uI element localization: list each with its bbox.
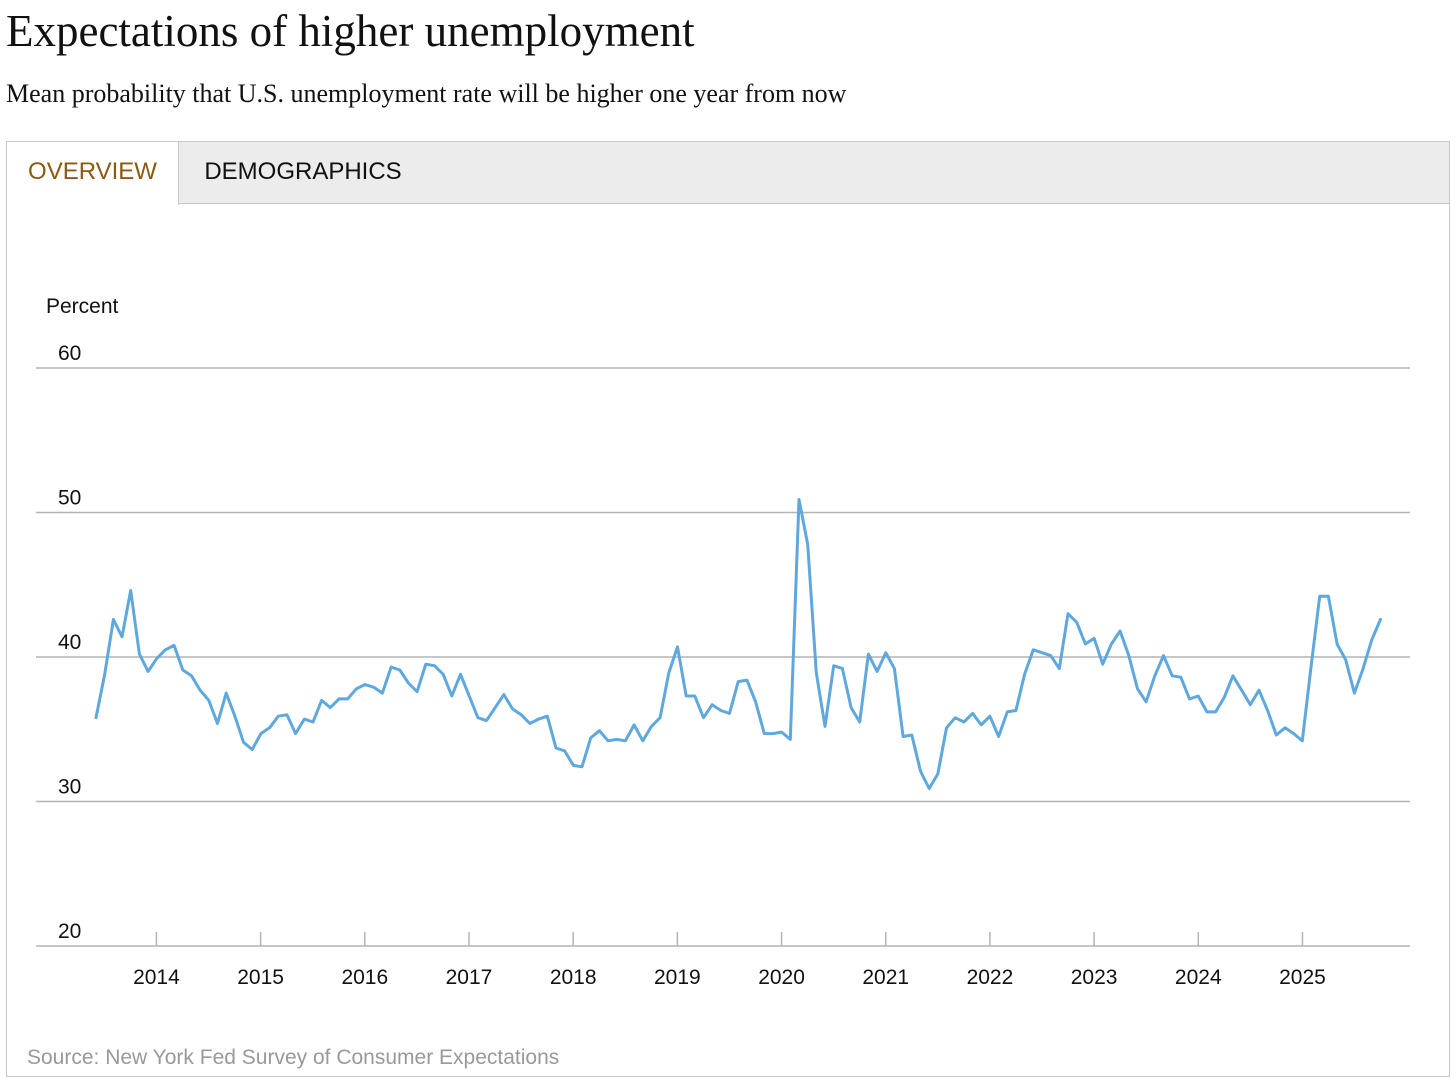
y-tick-label: 30 — [58, 776, 81, 799]
x-tick-label: 2017 — [446, 966, 493, 989]
tab-demographics[interactable]: DEMOGRAPHICS — [204, 158, 402, 185]
y-axis-label: Percent — [46, 295, 119, 318]
y-tick-label: 60 — [58, 342, 81, 365]
chart-subtitle: Mean probability that U.S. unemployment … — [6, 79, 847, 108]
y-tick-label: 20 — [58, 920, 81, 943]
x-tick-label: 2020 — [758, 966, 805, 989]
x-tick-label: 2019 — [654, 966, 701, 989]
x-tick-label: 2014 — [133, 966, 180, 989]
x-tick-label: 2015 — [237, 966, 284, 989]
y-tick-label: 50 — [58, 487, 81, 510]
tab-overview[interactable]: OVERVIEW — [7, 142, 179, 205]
x-tick-label: 2024 — [1175, 966, 1222, 989]
x-tick-label: 2018 — [550, 966, 597, 989]
chart-title: Expectations of higher unemployment — [6, 6, 695, 56]
x-tick-label: 2021 — [862, 966, 909, 989]
tab-bar: OVERVIEW DEMOGRAPHICS — [7, 142, 1449, 205]
x-tick-label: 2022 — [967, 966, 1014, 989]
source-note: Source: New York Fed Survey of Consumer … — [27, 1046, 560, 1069]
y-tick-label: 40 — [58, 631, 81, 654]
gridlines — [36, 367, 1410, 947]
x-tick-label: 2025 — [1279, 966, 1326, 989]
x-tick-label: 2023 — [1071, 966, 1118, 989]
y-tick-labels: 60 50 40 30 20 — [58, 342, 81, 943]
series-line-mean-probability — [94, 498, 1382, 790]
x-tick-label: 2016 — [341, 966, 388, 989]
chart-panel: OVERVIEW DEMOGRAPHICS Source: New York F… — [6, 141, 1450, 1077]
x-axis: 2014 2015 2016 2017 2018 2019 2020 2021 2022 2023… — [133, 932, 1326, 989]
